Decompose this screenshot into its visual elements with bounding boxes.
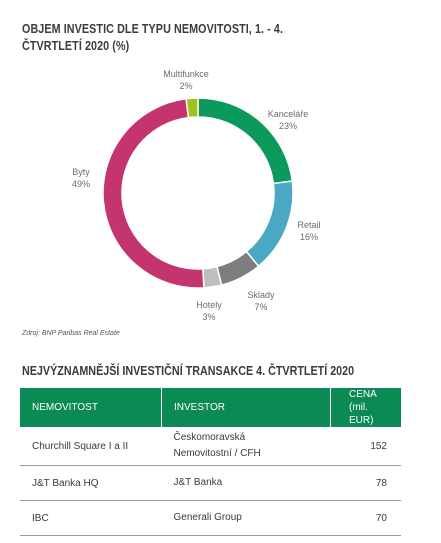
table-header-row: NEMOVITOST INVESTOR CENA (mil. EUR) [20,388,401,427]
header-property: NEMOVITOST [20,388,162,427]
donut-chart: Kanceláře 23% Retail 16% Sklady 7% Hotely 3% Byt… [72,69,321,322]
table-row: IBC Generali Group 70 [20,500,401,536]
table-title: NEJVÝZNAMNĚJŠÍ INVESTIČNÍ TRANSAKCE 4. Č… [22,364,355,378]
slice-byty [102,97,205,289]
table-row: Churchill Square I a II Českomoravská Ne… [20,427,401,466]
cell-investor-line2: Nemovitostní / CFH [173,448,261,459]
cell-investor: Generali Group [161,500,331,536]
header-price-line2: (mil. EUR) [349,402,374,426]
donut-labels: Kanceláře 23% Retail 16% Sklady 7% Hotely 3% Byt… [72,69,321,322]
chart-title: OBJEM INVESTIC DLE TYPU NEMOVITOSTI, 1. … [22,22,284,53]
donut-slices [102,97,294,289]
transactions-table: NEMOVITOST INVESTOR CENA (mil. EUR) Chur… [20,388,401,536]
cell-investor-line1: Českomoravská [173,432,246,443]
cell-property: Churchill Square I a II [20,427,162,466]
slice-value-kancelare: 23% [279,121,297,131]
slice-multifunkce [185,97,199,119]
slice-value-byty: 49% [72,179,90,189]
slice-label-retail: Retail [297,220,320,230]
cell-price: 78 [330,465,401,501]
header-price-line1: CENA [349,389,377,400]
table-row: J&T Banka HQ J&T Banka 78 [20,465,401,501]
cell-property: IBC [20,500,162,536]
cell-property: J&T Banka HQ [20,465,162,501]
cell-price: 70 [330,500,401,536]
chart-source: Zdroj: BNP Paribas Real Estate [22,330,120,337]
header-price: CENA (mil. EUR) [330,388,401,427]
slice-retail [245,180,294,268]
slice-value-retail: 16% [300,232,318,242]
header-investor: INVESTOR [161,388,331,427]
slice-value-hotely: 3% [202,312,215,322]
cell-price: 152 [330,427,401,466]
slice-label-sklady: Sklady [247,290,275,300]
slice-label-multifunkce: Multifunkce [163,69,209,79]
slice-label-kancelare: Kanceláře [268,109,309,119]
slice-label-hotely: Hotely [196,300,222,310]
slice-label-byty: Byty [72,167,90,177]
slice-value-sklady: 7% [254,302,267,312]
cell-investor: Českomoravská Nemovitostní / CFH [161,427,331,466]
cell-investor: J&T Banka [161,465,331,501]
slice-value-multifunkce: 2% [179,81,192,91]
